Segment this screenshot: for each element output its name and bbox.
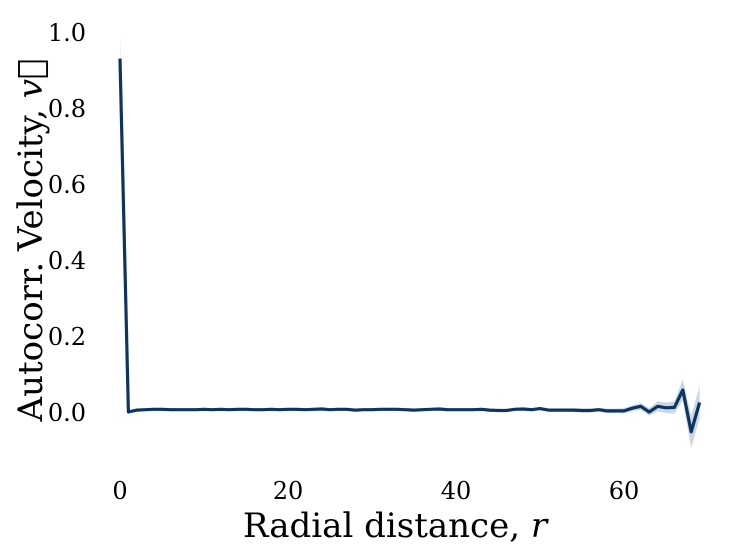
y-tick-label: 0.8 [48, 95, 86, 123]
x-tick-label: 20 [273, 477, 304, 505]
y-tick-labels: 0.0 0.2 0.4 0.6 0.8 1.0 [48, 19, 86, 427]
x-tick-label: 60 [609, 477, 640, 505]
series-line [118, 58, 702, 434]
x-axis-title-text: Radial distance, [243, 506, 531, 546]
y-axis-title-text: Autocorr. Velocity, [11, 98, 51, 422]
x-axis-variable: r [531, 506, 549, 546]
x-tick-label: 0 [112, 477, 127, 505]
y-tick-label: 0.4 [48, 247, 86, 275]
x-axis-title: Radial distance, r [243, 506, 549, 546]
x-tick-labels: 0 20 40 60 [112, 477, 639, 505]
y-tick-label: 0.2 [48, 323, 86, 351]
y-tick-label: 1.0 [48, 19, 86, 47]
y-axis-title: Autocorr. Velocity, v⃗ [11, 59, 51, 423]
plot-area [118, 35, 702, 449]
x-tick-label: 40 [441, 477, 472, 505]
confidence-band [120, 35, 700, 449]
y-tick-label: 0.0 [48, 399, 86, 427]
y-axis-variable: v⃗ [11, 59, 51, 99]
y-tick-label: 0.6 [48, 171, 86, 199]
